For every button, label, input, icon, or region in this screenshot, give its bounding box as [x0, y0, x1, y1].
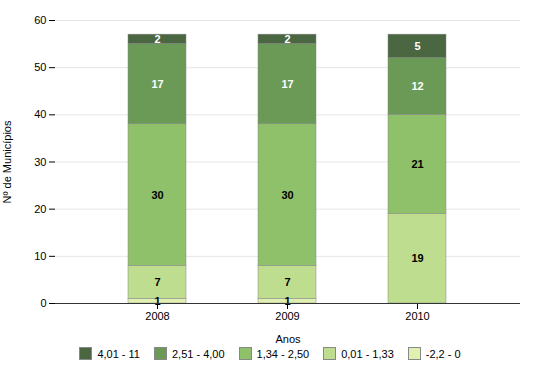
html-text:0,01 - 1,33: 0,01 - 1,33: [341, 347, 394, 360]
svg-text:Nº de Municípios: Nº de Municípios: [1, 120, 13, 203]
svg-text:17: 17: [281, 78, 293, 90]
svg-text:2: 2: [154, 33, 160, 45]
svg-text:30: 30: [281, 189, 293, 201]
html-text:1,34 - 2,50: 1,34 - 2,50: [256, 347, 310, 360]
svg-text:40: 40: [34, 108, 46, 120]
svg-text:19: 19: [411, 252, 423, 264]
svg-text:17: 17: [151, 78, 163, 90]
svg-text:30: 30: [151, 189, 163, 201]
svg-text:20: 20: [34, 203, 46, 215]
svg-text:5: 5: [414, 40, 420, 52]
html-text:4,01 - 11: 4,01 - 11: [97, 347, 140, 360]
svg-text:10: 10: [34, 250, 46, 262]
svg-text:2: 2: [284, 33, 290, 45]
svg-text:2008: 2008: [145, 310, 169, 322]
svg-text:2009: 2009: [275, 310, 299, 322]
svg-text:60: 60: [34, 14, 46, 26]
svg-text:Anos: Anos: [275, 333, 301, 345]
svg-text:0: 0: [40, 297, 46, 309]
html-text:2,51 - 4,00: 2,51 - 4,00: [172, 347, 225, 360]
svg-text:30: 30: [34, 156, 46, 168]
svg-text:50: 50: [34, 61, 46, 73]
svg-text:7: 7: [154, 276, 160, 288]
svg-text:2010: 2010: [405, 310, 429, 322]
svg-text:7: 7: [284, 276, 290, 288]
svg-text:21: 21: [411, 158, 423, 170]
html-text:-2,2 - 0: -2,2 - 0: [425, 347, 461, 360]
svg-text:1: 1: [284, 295, 290, 307]
svg-text:12: 12: [411, 80, 423, 92]
svg-text:1: 1: [154, 295, 160, 307]
